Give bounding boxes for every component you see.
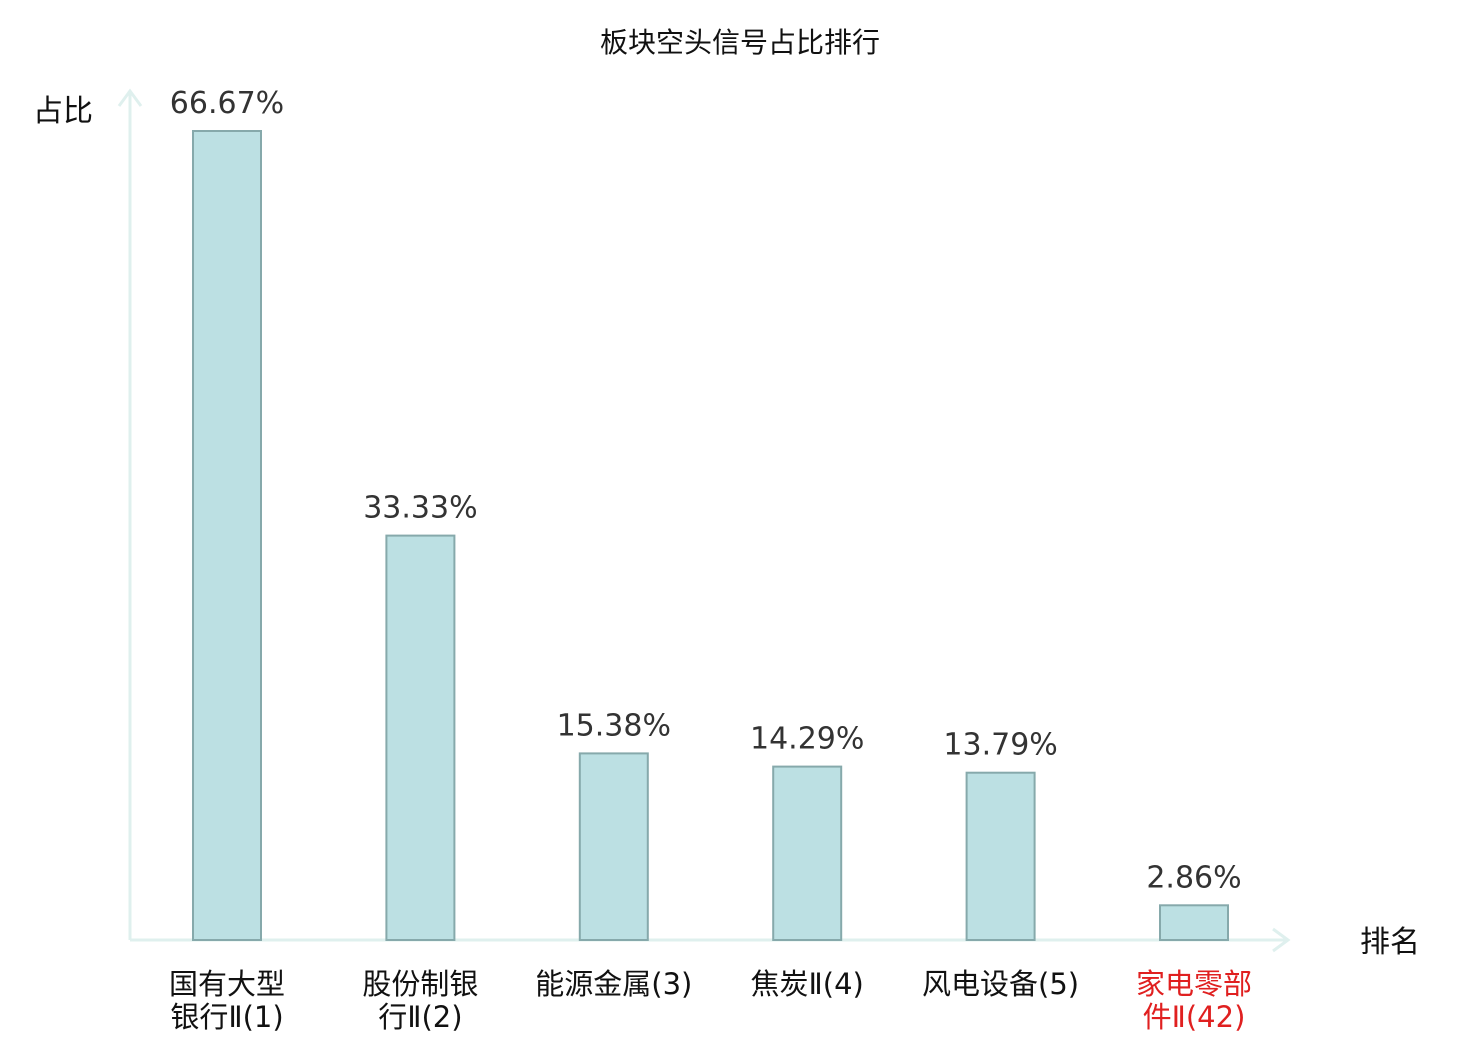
y-axis-label: 占比 <box>33 94 93 129</box>
category-label-line: 风电设备(5) <box>922 967 1079 1001</box>
bar-3 <box>578 752 649 942</box>
category-label-line: 家电零部 <box>1136 967 1252 1001</box>
category-label-4: 焦炭Ⅱ(4) <box>751 967 864 1001</box>
category-label-line: 行Ⅱ(2) <box>378 1000 462 1034</box>
value-label-1: 66.67% <box>170 86 284 121</box>
category-label-3: 能源金属(3) <box>535 967 692 1001</box>
bar-5 <box>965 771 1036 942</box>
category-label-line: 银行Ⅱ(1) <box>170 1000 283 1034</box>
bar-6 <box>1159 904 1229 941</box>
category-label-line: 焦炭Ⅱ(4) <box>751 967 864 1001</box>
bars <box>192 130 1229 942</box>
x-axis-label: 排名 <box>1360 925 1420 960</box>
value-label-2: 33.33% <box>363 491 477 526</box>
category-labels: 国有大型银行Ⅱ(1) 股份制银行Ⅱ(2) 能源金属(3) 焦炭Ⅱ(4) 风电设备(5) 家… <box>169 967 1252 1034</box>
value-label-4: 14.29% <box>750 722 864 757</box>
bar-1 <box>192 130 262 941</box>
value-label-6: 2.86% <box>1146 860 1241 895</box>
value-labels: 66.67% 33.33% 15.38% 14.29% 13.79% 2.86% <box>170 86 1242 895</box>
category-label-1: 国有大型银行Ⅱ(1) <box>169 967 285 1034</box>
bar-2 <box>385 534 456 941</box>
category-label-6: 家电零部件Ⅱ(42) <box>1136 967 1252 1034</box>
category-label-line: 股份制银 <box>362 967 478 1001</box>
value-label-5: 13.79% <box>943 728 1057 763</box>
x-axis-arrow <box>1272 927 1291 953</box>
y-axis-arrow <box>117 88 143 107</box>
axes <box>117 88 1291 953</box>
category-label-line: 能源金属(3) <box>535 967 692 1001</box>
category-label-5: 风电设备(5) <box>922 967 1079 1001</box>
category-label-line: 国有大型 <box>169 967 285 1001</box>
category-label-line: 件Ⅱ(42) <box>1143 1000 1246 1034</box>
category-label-2: 股份制银行Ⅱ(2) <box>362 967 478 1034</box>
value-label-3: 15.38% <box>557 708 671 743</box>
bar-4 <box>772 765 843 941</box>
chart-title: 板块空头信号占比排行 <box>600 26 880 59</box>
